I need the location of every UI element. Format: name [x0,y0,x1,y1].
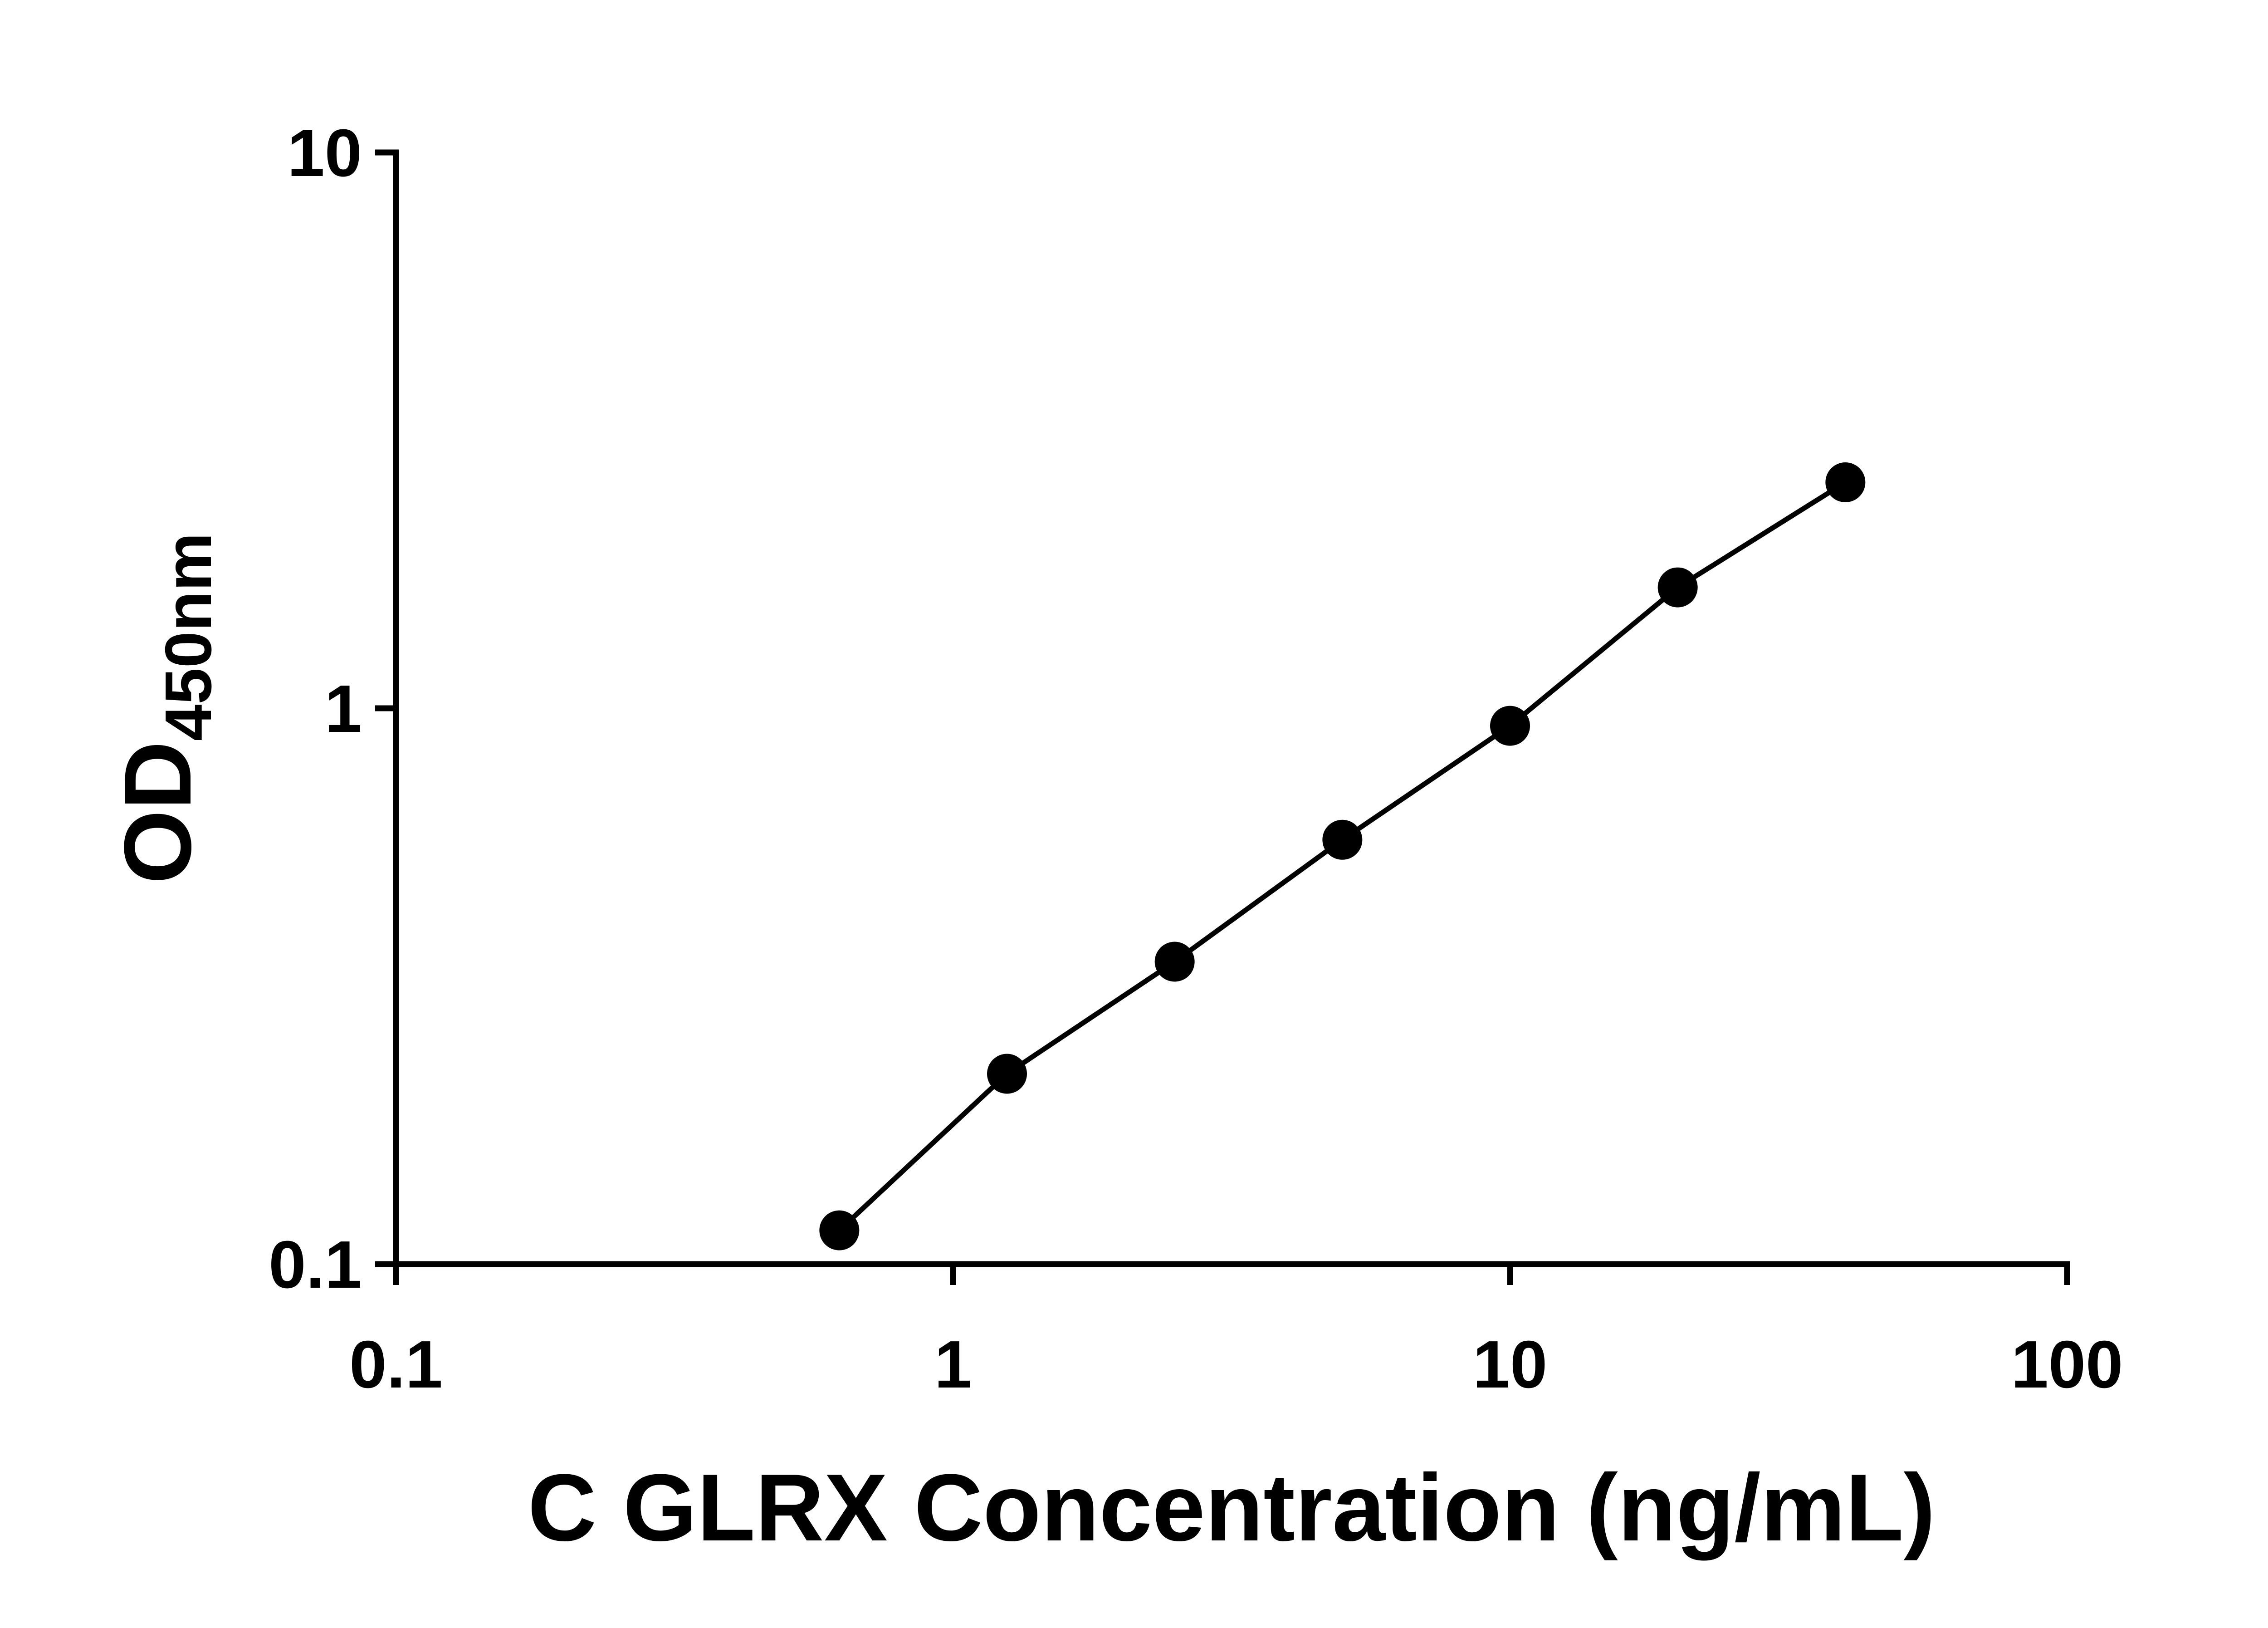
y-axis-label-subscript: 450nm [152,533,225,741]
plot-area: 0.1 1 10 100 0.1 1 10 [269,116,2123,1402]
y-axis-label: OD450nm [104,533,225,884]
x-axis-label: C GLRX Concentration (ng/mL) [528,1454,1935,1561]
data-point [819,1210,860,1250]
x-tick-label: 1 [934,1327,972,1402]
axes [393,149,2070,1267]
data-point [1154,941,1195,982]
y-tick-label: 1 [325,672,362,746]
data-point [1825,462,1866,502]
y-tick-label: 0.1 [269,1227,362,1302]
y-tick-label: 10 [287,116,362,191]
data-point [1657,567,1698,608]
x-tick-label: 100 [2011,1327,2123,1402]
x-tick-label: 0.1 [349,1327,443,1402]
data-point [987,1054,1027,1094]
data-point [1490,706,1530,746]
x-tick-label: 10 [1473,1327,1548,1402]
data-point [1322,819,1363,860]
y-axis-label-main: OD [104,741,211,884]
